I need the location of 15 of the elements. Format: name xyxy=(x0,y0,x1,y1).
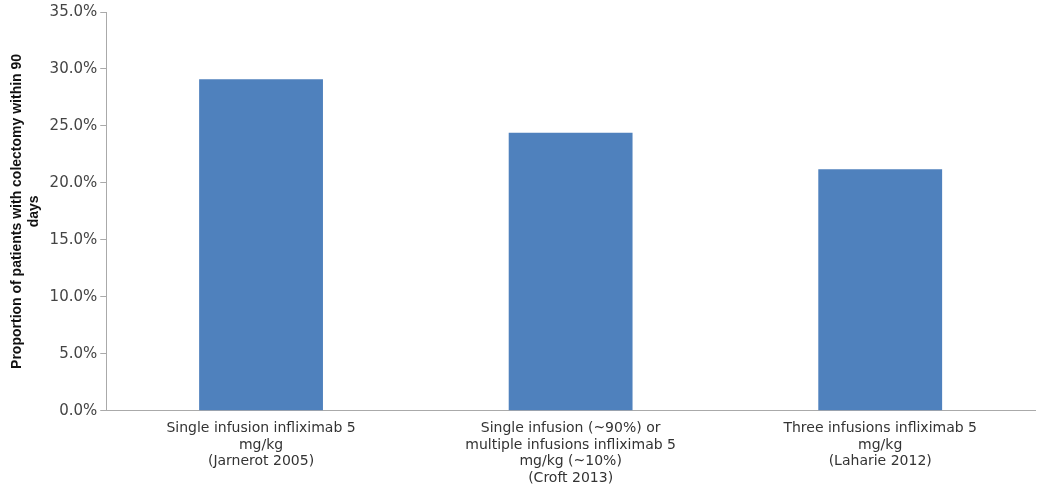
y-tick-label: 15.0% xyxy=(49,229,98,248)
y-tick-label: 5.0% xyxy=(59,343,98,362)
x-tick-label: Single infusion infliximab 5 mg/kg (Jarnerot 2005) xyxy=(166,418,356,469)
y-tick-label: 30.0% xyxy=(49,58,98,77)
y-tick-label: 0.0% xyxy=(59,400,98,419)
x-tick-label: Single infusion (~90%) or multiple infusions infliximab 5 mg/kg (~10%) (Croft 2013) xyxy=(465,418,676,486)
bar xyxy=(818,169,943,411)
y-tick-label: 25.0% xyxy=(49,115,98,134)
y-tick-label: 35.0% xyxy=(49,1,98,20)
y-axis-title: Proportion of patients with colectomy within 90 days xyxy=(8,53,42,369)
bar xyxy=(508,132,633,411)
bar xyxy=(199,79,323,411)
x-tick-label: Three infusions infliximab 5 mg/kg (Laharie 2012) xyxy=(782,418,978,469)
y-tick-label: 10.0% xyxy=(49,286,98,305)
y-tick-label: 20.0% xyxy=(49,172,98,191)
